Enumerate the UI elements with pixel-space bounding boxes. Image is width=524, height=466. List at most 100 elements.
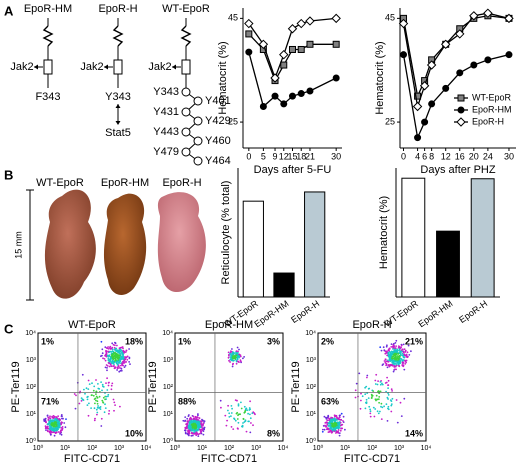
event-dot [117,362,120,364]
event-dot [395,339,398,342]
event-dot [199,428,201,431]
x-tick-label: 10¹ [340,445,351,452]
y-axis-title: Hematocrit (%) [378,196,390,269]
event-dot [364,393,367,396]
event-dot [340,419,343,421]
event-dot [106,369,108,372]
marker [258,39,269,50]
x-tick-label: 10³ [251,445,262,452]
event-dot [107,346,109,348]
event-dot [113,347,116,349]
event-dot [115,354,118,357]
marker [412,101,423,112]
event-dot [92,389,95,392]
event-dot [193,433,196,435]
event-dot [344,428,346,431]
event-dot [395,368,397,371]
event-dot [91,394,93,396]
event-dot [374,379,377,382]
event-dot [112,361,115,364]
event-dot [60,427,63,429]
event-dot [113,409,115,412]
event-dot [236,358,239,361]
event-dot [244,411,246,413]
event-dot [387,407,389,410]
event-dot [48,428,51,430]
event-dot [120,364,122,367]
marker [306,40,314,48]
event-dot [388,349,390,352]
event-dot [118,354,121,357]
event-dot [197,433,199,436]
event-dot [391,359,394,362]
event-dot [184,431,187,434]
event-dot [249,417,252,420]
event-dot [336,416,338,419]
x-tick-label: 10⁰ [33,444,44,452]
event-dot [408,354,411,356]
event-dot [199,426,202,429]
event-dot [125,349,128,352]
event-dot [381,382,383,385]
event-dot [382,346,385,349]
event-dot [239,413,242,416]
site-circle [181,147,191,157]
event-dot [186,417,189,420]
event-dot [243,356,246,358]
event-dot [390,346,393,348]
event-dot [322,428,324,431]
quadrant-label: 63% [321,396,339,406]
y-tick-label: 10⁰ [305,437,316,445]
y-axis-title: Hematocrit (%) [374,41,386,114]
x-tick-label: 16 [455,151,465,161]
event-dot [228,412,231,415]
event-dot [252,424,254,427]
event-dot [333,425,336,428]
event-dot [116,369,118,371]
event-dot [386,366,389,369]
event-dot [227,404,230,407]
event-dot [117,365,120,368]
site-label: Y443 [153,126,179,138]
event-dot [365,398,368,401]
event-dot [123,366,126,368]
event-dot [383,349,386,352]
event-dot [390,388,393,391]
event-dot [109,363,112,366]
event-dot [378,401,380,404]
event-dot [47,419,50,421]
event-dot [396,355,399,357]
event-dot [383,405,385,408]
event-dot [328,417,330,420]
event-dot [122,362,124,365]
event-dot [104,366,107,369]
event-dot [405,359,408,362]
event-dot [101,383,104,386]
event-dot [118,351,120,354]
event-dot [96,411,99,414]
quadrant-label: 1% [41,336,54,346]
event-dot [380,349,383,352]
event-dot [227,409,229,412]
event-dot [232,357,235,360]
marker [456,69,464,77]
event-dot [190,432,193,434]
event-dot [50,429,53,431]
event-dot [380,405,382,408]
marker [505,51,513,59]
event-dot [403,348,406,351]
event-dot [338,432,341,434]
event-dot [396,351,398,354]
event-dot [395,345,397,347]
event-dot [374,408,377,410]
event-dot [88,402,90,405]
y-tick-label: 10³ [26,357,37,364]
x-tick-label: 10² [87,445,98,452]
event-dot [120,356,123,358]
event-dot [228,353,230,356]
marker [287,24,298,34]
event-dot [124,351,127,353]
event-dot [339,424,342,427]
event-dot [404,350,407,353]
event-dot [188,428,191,430]
